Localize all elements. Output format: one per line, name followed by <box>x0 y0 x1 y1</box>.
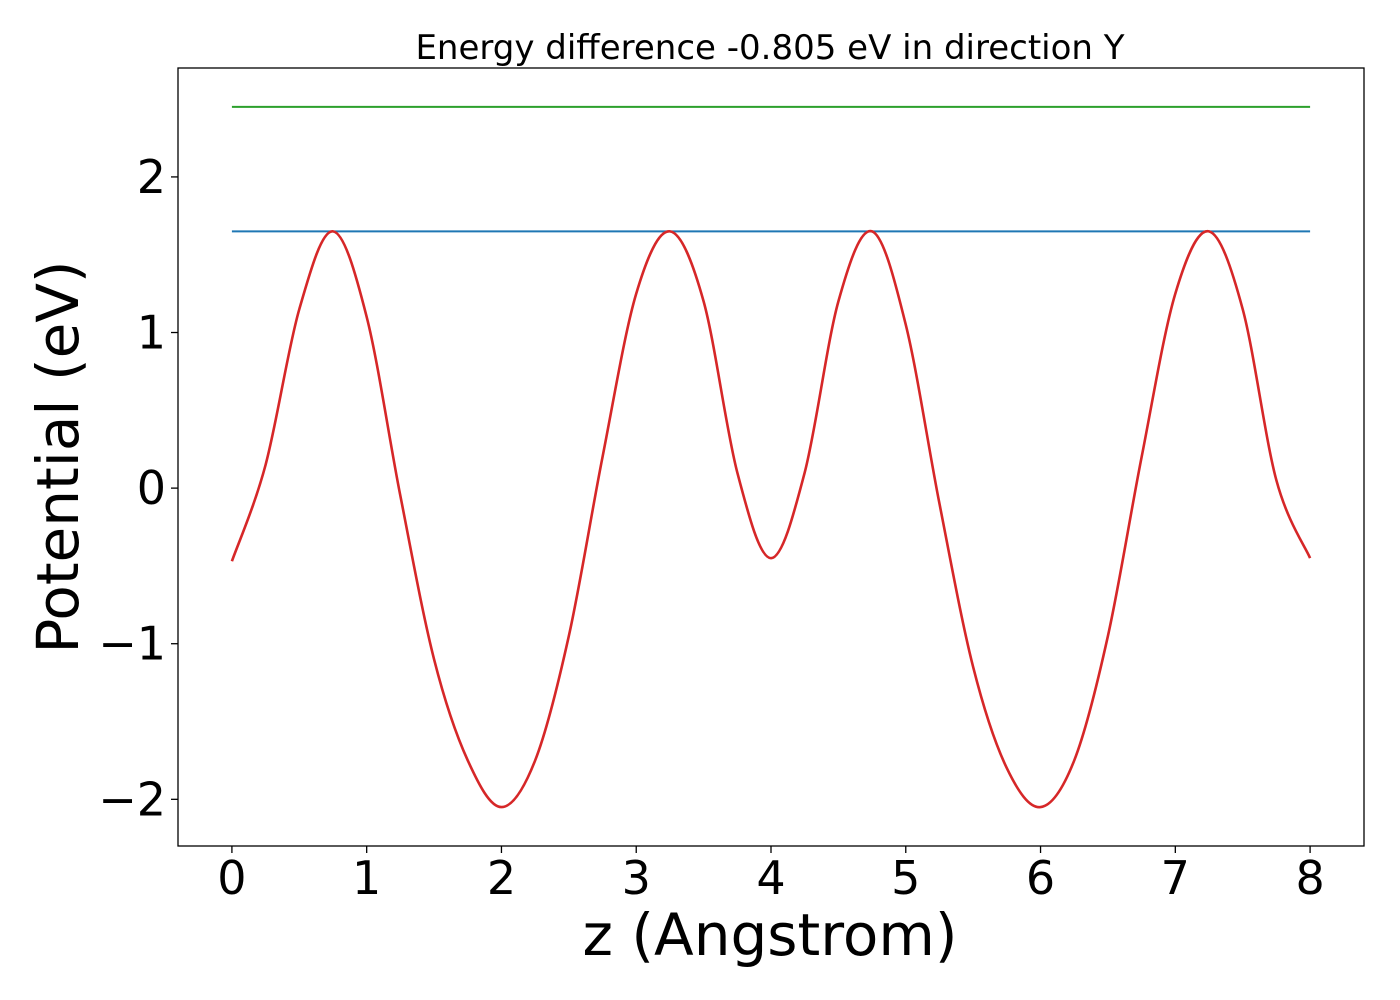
y-tick-label: −1 <box>98 617 166 671</box>
x-axis-label: z (Angstrom) <box>583 901 958 969</box>
x-tick-label: 6 <box>1026 851 1055 905</box>
y-axis-ticks: −2 −1 0 1 2 <box>98 150 178 826</box>
x-tick-label: 1 <box>352 851 381 905</box>
y-tick-label: 0 <box>137 461 166 515</box>
series-line-3 <box>230 230 1312 809</box>
y-tick-label: −2 <box>98 772 166 826</box>
y-tick-label: 1 <box>137 306 166 360</box>
y-axis-label: Potential (eV) <box>24 260 92 653</box>
x-tick-label: 8 <box>1295 851 1324 905</box>
x-tick-label: 3 <box>622 851 651 905</box>
y-tick-label: 2 <box>137 150 166 204</box>
x-tick-label: 0 <box>217 851 246 905</box>
chart-title: Energy difference -0.805 eV in direction… <box>415 28 1124 68</box>
series-layer <box>230 105 1312 809</box>
x-axis-ticks: 0 1 2 3 4 5 6 7 8 <box>217 846 1325 905</box>
plot-frame <box>177 67 1365 847</box>
x-tick-label: 2 <box>487 851 516 905</box>
x-tick-label: 4 <box>756 851 785 905</box>
x-tick-label: 5 <box>891 851 920 905</box>
x-tick-label: 7 <box>1161 851 1190 905</box>
